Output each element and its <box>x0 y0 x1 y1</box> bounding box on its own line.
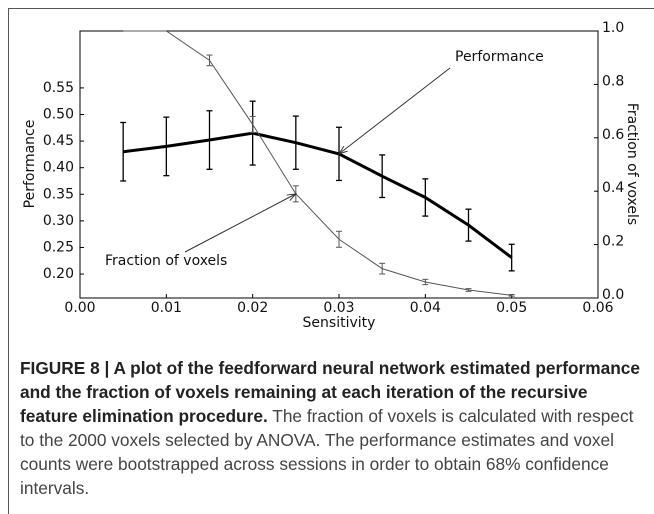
annotation-arrow <box>338 67 451 155</box>
figure-frame <box>8 8 654 514</box>
x-tick-label: 0.00 <box>64 300 95 316</box>
caption-bold: FIGURE 8 | A plot of the feedforward neu… <box>20 358 641 426</box>
y-tick-label: 0.35 <box>43 186 74 202</box>
y2-tick-label: 0.0 <box>602 287 624 303</box>
error-bar <box>249 115 256 133</box>
error-bar <box>422 178 429 217</box>
annotation: Fraction of voxels <box>105 253 227 269</box>
error-bar <box>292 115 299 170</box>
y2-axis-label: Fraction of voxels <box>624 103 640 225</box>
y2-tick-label: 1.0 <box>602 20 624 36</box>
chart: Sensitivity Performance Fraction of voxe… <box>22 20 640 331</box>
y2-tick-label: 0.4 <box>602 180 624 196</box>
error-bar <box>508 243 515 272</box>
annotation-arrowhead <box>286 193 298 201</box>
x-tick-label: 0.03 <box>323 300 354 316</box>
error-bar <box>422 278 429 286</box>
error-bar <box>206 110 213 170</box>
y-tick-label: 0.55 <box>43 80 74 96</box>
error-bar <box>379 262 386 275</box>
y-tick-label: 0.40 <box>43 160 74 176</box>
error-bar <box>379 154 386 199</box>
caption: FIGURE 8 | A plot of the feedforward neu… <box>20 356 645 500</box>
y-tick-label: 0.45 <box>43 133 74 149</box>
x-tick-label: 0.06 <box>582 300 613 316</box>
y-tick-label: 0.25 <box>43 239 74 255</box>
error-bar <box>249 100 256 166</box>
annotation: Performance <box>455 49 544 65</box>
y-tick-label: 0.20 <box>43 266 74 282</box>
x-tick-label: 0.05 <box>496 300 527 316</box>
annotation-arrowhead <box>337 145 348 155</box>
caption-text: The fraction of voxels is calculated wit… <box>20 406 634 498</box>
y2-tick-label: 0.6 <box>602 127 624 143</box>
series-line <box>122 131 513 259</box>
x-tick-label: 0.01 <box>151 300 182 316</box>
x-tick-label: 0.04 <box>410 300 441 316</box>
error-bar <box>465 208 472 242</box>
error-bar <box>163 116 170 177</box>
error-bar <box>508 294 515 297</box>
y-tick-label: 0.50 <box>43 107 74 123</box>
series-line <box>123 30 512 296</box>
error-bar <box>206 54 213 67</box>
annotation-arrow <box>184 193 297 253</box>
error-bar <box>336 230 342 248</box>
x-axis-label: Sensitivity <box>303 315 376 331</box>
y-tick-label: 0.30 <box>43 213 74 229</box>
y2-tick-label: 0.8 <box>602 73 624 89</box>
y-axis-label: Performance <box>22 120 38 209</box>
y2-tick-label: 0.2 <box>602 234 624 250</box>
error-bar <box>120 121 127 182</box>
x-tick-label: 0.02 <box>237 300 268 316</box>
error-bar <box>465 288 472 292</box>
